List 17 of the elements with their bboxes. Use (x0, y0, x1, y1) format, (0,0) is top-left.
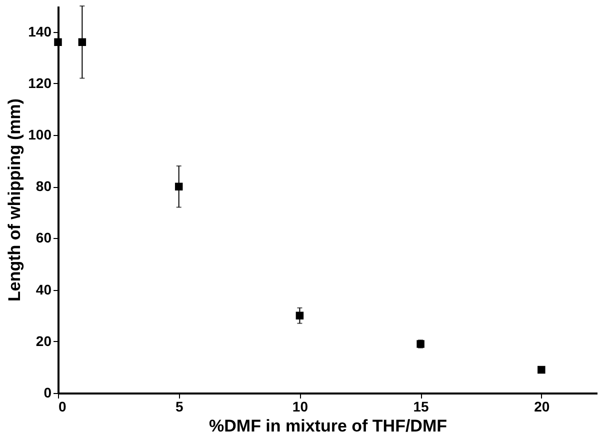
x-tick-label: 20 (534, 398, 550, 414)
x-tick-label: 5 (175, 398, 184, 414)
x-tick-label: 0 (58, 398, 66, 414)
x-tick-label: 10 (292, 398, 308, 414)
x-axis-title: %DMF in mixture of THF/DMF (209, 416, 447, 436)
y-tick-label: 80 (36, 178, 52, 194)
y-tick-label: 0 (44, 384, 52, 400)
y-tick-label: 20 (36, 332, 52, 349)
y-tick-label: 60 (36, 230, 52, 246)
x-tick-label: 15 (413, 398, 430, 414)
y-tick-label: 140 (28, 23, 52, 40)
y-tick-label: 100 (28, 126, 52, 142)
point (54, 38, 62, 46)
y-axis-title: Length of whipping (mm) (5, 98, 24, 302)
point (538, 366, 546, 374)
y-tick-label: 120 (28, 74, 52, 91)
y-tick-label: 40 (36, 281, 52, 298)
